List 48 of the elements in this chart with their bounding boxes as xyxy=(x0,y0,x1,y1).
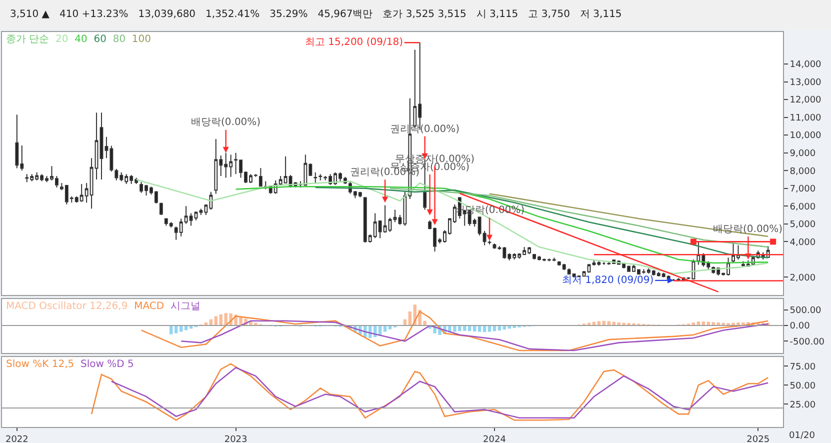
text: 35.29% xyxy=(270,8,308,22)
text: 저 3,115 xyxy=(580,8,622,22)
y-tick-label: 25.00 xyxy=(790,400,816,410)
annotation: 최고 15,200 (09/18) xyxy=(305,37,404,48)
annotation: 배당락(0.00%) xyxy=(191,117,261,128)
text: 1,352.41% xyxy=(206,8,260,22)
legend-title: 종가 단순 xyxy=(6,34,50,45)
y-tick-label: 14,000 xyxy=(790,60,822,70)
text: 3,510 ▲ xyxy=(10,8,50,22)
text: 01/20 xyxy=(789,431,816,441)
y-tick-label: 50.00 xyxy=(790,381,816,392)
y-tick-label: 9,000 xyxy=(790,148,816,159)
y-tick-label: 5,000 xyxy=(790,220,816,230)
text: 100 xyxy=(132,34,152,45)
x-tick-label: 2022 xyxy=(5,434,28,443)
text: MACD Oscillator 12,26,9 xyxy=(6,301,128,312)
annotation: 최저 1,820 (09/09) xyxy=(562,275,654,286)
y-tick-label: 13,000 xyxy=(790,78,822,88)
y-tick-label: 10,000 xyxy=(790,131,822,142)
y-tick-label: 2,000 xyxy=(790,273,816,284)
y-tick-label: 8,000 xyxy=(790,166,816,177)
y-tick-label: 11,000 xyxy=(790,113,822,124)
x-tick-label: 2023 xyxy=(224,434,248,443)
text: 시그널 xyxy=(170,301,200,312)
y-tick-label: 12,000 xyxy=(790,96,822,106)
y-tick-label: 6,000 xyxy=(790,202,816,212)
text: 시 3,115 xyxy=(476,8,518,22)
text: 20 xyxy=(56,34,68,45)
text: 410 +13.23% xyxy=(60,8,128,22)
y-tick-label: 4,000 xyxy=(790,238,816,248)
series-label: MACD xyxy=(134,301,164,312)
y-tick-label: 500.00 xyxy=(790,306,822,316)
text: 호가 3,525 3,515 xyxy=(382,8,466,22)
x-tick-label: 2025 xyxy=(746,434,770,443)
text: 60 xyxy=(94,34,106,45)
y-tick-label: -500.00 xyxy=(790,337,825,348)
text: 80 xyxy=(112,34,126,45)
y-tick-label: 75.00 xyxy=(790,362,816,372)
text: 45,967백만 xyxy=(318,8,373,22)
text: Slow %K 12,5 xyxy=(6,359,74,370)
y-tick-label: 7,000 xyxy=(790,184,816,195)
text: 고 3,750 xyxy=(528,8,570,22)
x-tick-label: 2024 xyxy=(483,434,506,443)
y-tick-label: 0.00 xyxy=(790,322,810,332)
series-label: Slow %D 5 xyxy=(80,359,134,370)
text: 40 xyxy=(74,34,88,45)
annotation: 배당락(0.00%) xyxy=(713,224,783,235)
text: 13,039,680 xyxy=(138,8,196,22)
